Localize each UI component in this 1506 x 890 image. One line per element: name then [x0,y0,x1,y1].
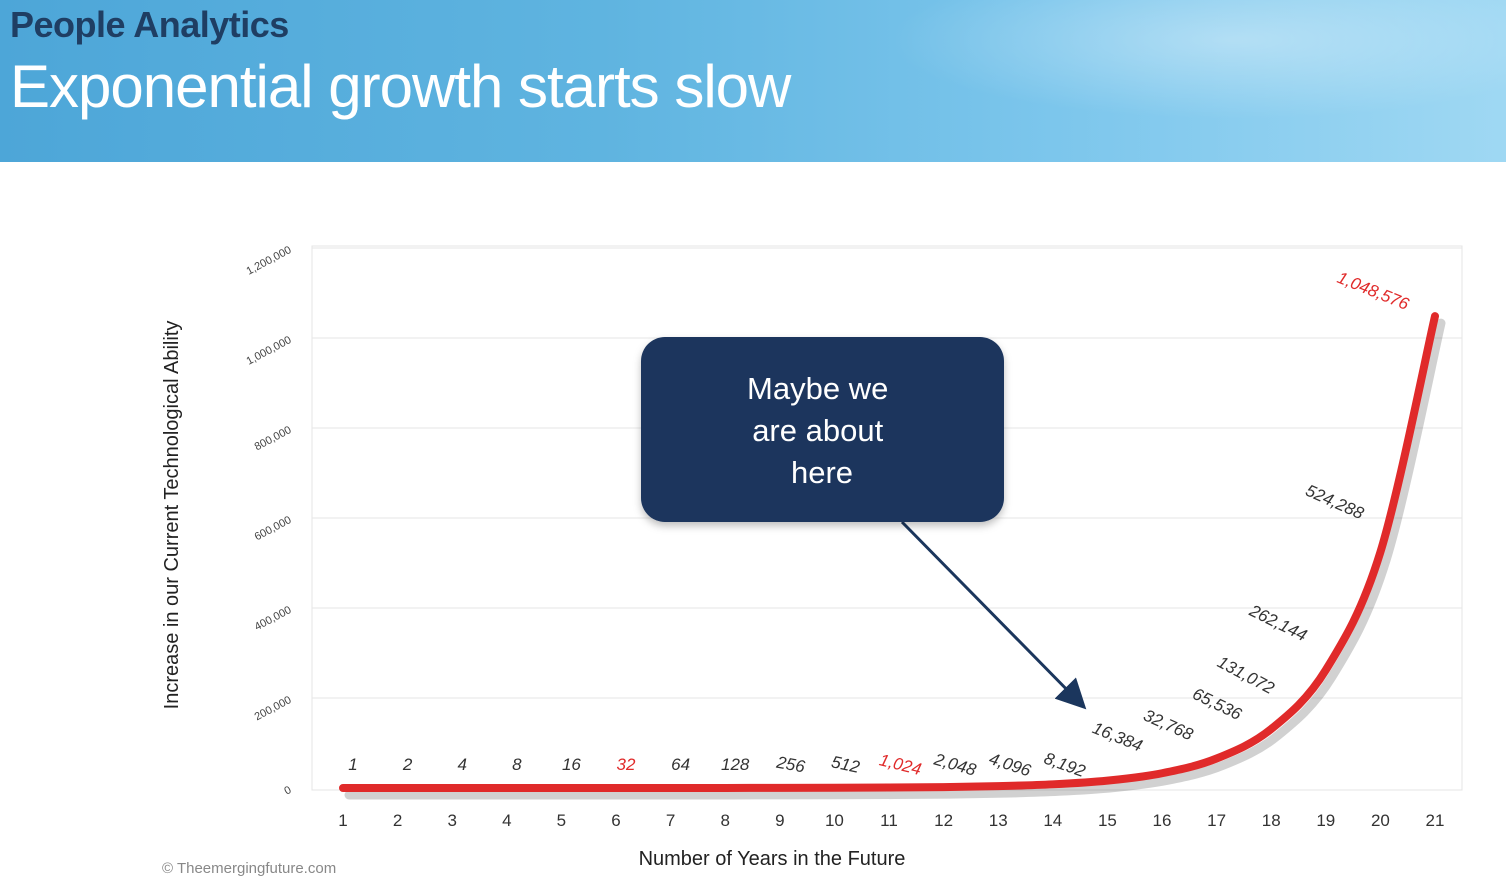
y-tick-label: 0 [282,784,293,797]
callout-line-1: Maybe we [747,371,888,406]
x-tick-label: 3 [447,811,456,830]
x-tick-label: 8 [720,811,729,830]
x-tick-label: 18 [1262,811,1281,830]
data-label: 32 [617,755,636,774]
series-line [339,312,1439,792]
callout-box [641,337,1004,522]
header-decoration [886,0,1506,120]
data-label: 2 [402,755,413,774]
x-tick-label: 11 [880,811,898,830]
x-tick-label: 21 [1426,811,1445,830]
x-axis-ticks: 1 2 3 4 5 6 7 8 9 10 11 12 13 14 15 16 17 18 19 20 21 [338,811,1444,830]
series-line-shadow [344,318,1446,800]
x-tick-label: 16 [1153,811,1172,830]
x-tick-label: 4 [502,811,511,830]
x-tick-label: 1 [338,811,347,830]
data-label: 128 [721,755,750,774]
x-tick-label: 7 [666,811,675,830]
y-tick-label: 1,200,000 [245,244,294,278]
x-tick-label: 13 [989,811,1008,830]
y-tick-label: 400,000 [253,604,294,633]
x-tick-label: 15 [1098,811,1117,830]
svg-text:Maybe we are about: Maybe we are about here [747,371,897,490]
x-tick-label: 12 [934,811,953,830]
callout: Maybe we are about here [641,337,1004,522]
x-tick-label: 14 [1043,811,1062,830]
data-label: 1 [348,755,357,774]
x-axis-label: Number of Years in the Future [639,848,906,870]
y-tick-label: 200,000 [253,694,294,723]
x-tick-label: 6 [611,811,620,830]
callout-line-2: are about [752,413,883,448]
callout-line-3: here [791,455,853,490]
credit-text: © Theemergingfuture.com [162,860,336,877]
x-tick-label: 2 [393,811,402,830]
y-axis-label: Increase in our Current Technological Ab… [161,321,183,710]
y-tick-label: 800,000 [253,424,294,453]
x-tick-label: 19 [1316,811,1335,830]
x-tick-label: 10 [825,811,844,830]
x-tick-label: 5 [557,811,566,830]
data-label: 64 [671,755,690,774]
callout-arrow [900,520,1087,710]
x-tick-label: 9 [775,811,784,830]
data-label: 8 [512,755,522,774]
slide-title: Exponential growth starts slow [10,53,791,120]
y-axis-ticks: 0 200,000 400,000 600,000 800,000 1,000,000 1,… [245,244,294,797]
y-tick-label: 1,000,000 [245,334,294,368]
exponential-growth-chart: 0 200,000 400,000 600,000 800,000 1,000,000 1,… [161,244,1463,877]
data-label: 16 [562,755,581,774]
x-tick-label: 20 [1371,811,1390,830]
brand-title: People Analytics [10,4,289,45]
slide-header: People Analytics Exponential growth star… [0,0,1506,162]
data-label: 256 [774,753,807,777]
data-label: 4 [457,755,466,774]
y-tick-label: 600,000 [253,514,294,543]
x-tick-label: 17 [1207,811,1226,830]
